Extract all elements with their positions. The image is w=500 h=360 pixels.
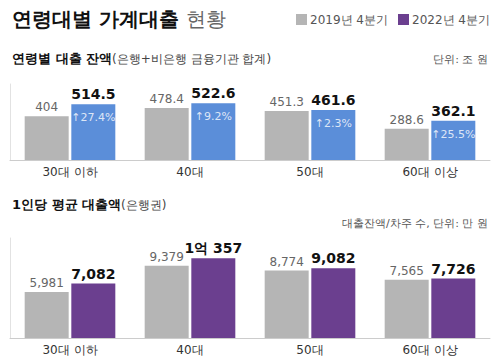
- svg-text:9,082: 9,082: [311, 250, 355, 266]
- html-text:1인당 평균 대출액(은행권): 1인당 평균 대출액(은행권): [12, 197, 167, 212]
- svg-text:514.5: 514.5: [71, 86, 115, 102]
- html-text:대출잔액/차주 수, 단위: 만 원: 대출잔액/차주 수, 단위: 만 원: [342, 217, 488, 230]
- svg-text:478.4: 478.4: [150, 92, 184, 106]
- svg-text:50대: 50대: [296, 343, 323, 357]
- html-text:2019년 4분기: 2019년 4분기: [310, 13, 388, 27]
- svg-text:5,981: 5,981: [30, 276, 64, 290]
- svg-text:30대 이하: 30대 이하: [42, 343, 97, 357]
- svg-text:451.3: 451.3: [270, 95, 304, 109]
- svg-text:9,379: 9,379: [150, 250, 184, 264]
- svg-text:461.6: 461.6: [311, 92, 355, 108]
- svg-text:404: 404: [35, 100, 58, 114]
- svg-text:288.6: 288.6: [390, 113, 424, 127]
- svg-text:7,082: 7,082: [71, 266, 115, 282]
- svg-text:60대 이상: 60대 이상: [402, 343, 457, 357]
- svg-text:↑2.3%: ↑2.3%: [315, 117, 352, 130]
- svg-text:362.1: 362.1: [431, 103, 475, 119]
- svg-text:40대: 40대: [176, 165, 203, 179]
- svg-text:↑25.5%: ↑25.5%: [431, 128, 475, 141]
- svg-text:↑9.2%: ↑9.2%: [195, 110, 232, 123]
- svg-text:1억 357: 1억 357: [184, 240, 242, 256]
- html-text:단위: 조 원: 단위: 조 원: [433, 53, 488, 66]
- html-text:연령대별 가계대출현황: 연령대별 가계대출현황: [12, 7, 226, 31]
- svg-text:522.6: 522.6: [191, 85, 235, 101]
- svg-text:30대 이하: 30대 이하: [42, 165, 97, 179]
- svg-text:40대: 40대: [176, 343, 203, 357]
- svg-text:7,565: 7,565: [390, 264, 424, 278]
- svg-text:↑27.4%: ↑27.4%: [71, 111, 115, 124]
- svg-text:7,726: 7,726: [431, 261, 475, 277]
- svg-text:8,774: 8,774: [270, 255, 304, 269]
- svg-text:50대: 50대: [296, 165, 323, 179]
- html-text:연령별 대출 잔액(은행+비은행 금융기관 합계): 연령별 대출 잔액(은행+비은행 금융기관 합계): [12, 51, 272, 66]
- svg-text:60대 이상: 60대 이상: [402, 165, 457, 179]
- html-text:2022년 4분기: 2022년 4분기: [412, 13, 490, 27]
